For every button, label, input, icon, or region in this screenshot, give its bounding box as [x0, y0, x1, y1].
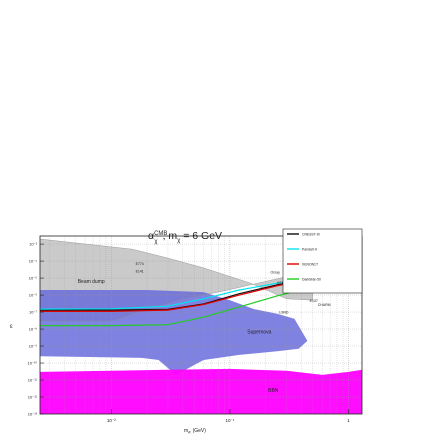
chart-title: αCMB χ, mχ = 6 GeV — [148, 230, 222, 245]
annotation-bbn: BBN — [268, 388, 279, 394]
region-bbn — [40, 368, 362, 414]
title-alpha: α — [148, 230, 154, 242]
annotation-kek: KEK — [277, 281, 285, 285]
annotation-lsnd: LSND — [279, 311, 289, 315]
legend-label: DarkSide-50 — [302, 277, 321, 281]
y-tick-label: 10⁻⁷ — [29, 310, 38, 315]
title-mass: , m — [163, 230, 178, 242]
x-tick-label: 1 — [347, 418, 350, 423]
x-tick-label: 10⁻¹ — [225, 418, 234, 423]
annotation-beam-dump: Beam dump — [78, 279, 105, 285]
annotation-e137: E137 — [310, 299, 318, 303]
legend-box — [282, 228, 363, 294]
y-axis-label: ε — [10, 324, 13, 330]
annotation-supernova: Supernova — [247, 329, 271, 335]
title-value: = 6 GeV — [180, 230, 222, 242]
y-tick-label: 10⁻⁴ — [29, 259, 38, 264]
y-tick-label: 10⁻⁹ — [29, 344, 38, 349]
annotation-e141: E141 — [136, 269, 144, 273]
title-subscript: χ — [154, 239, 158, 245]
annotation-charm: CHARM — [318, 303, 331, 307]
legend: CRESST-III PandaX-II XENON1T DarkSide-50 — [282, 228, 363, 294]
legend-label: XENON1T — [302, 262, 318, 266]
y-tick-label: 10⁻⁸ — [29, 327, 38, 332]
y-tick-label: 10⁻¹⁰ — [28, 361, 38, 366]
y-tick-label: 10⁻³ — [29, 242, 38, 247]
legend-label: CRESST-III — [302, 232, 320, 236]
x-axis-label: mA' (GeV) — [184, 428, 206, 435]
title-mass-subscript: χ — [177, 238, 181, 244]
y-tick-label: 10⁻¹² — [28, 395, 38, 400]
y-tick-label: 10⁻¹¹ — [28, 378, 38, 383]
legend-label: PandaX-II — [302, 247, 317, 251]
y-tick-label: 10⁻⁵ — [29, 276, 38, 281]
x-tick-label: 10⁻² — [107, 418, 116, 423]
x-axis-label-sub: A' — [188, 431, 191, 435]
annotation-orsay: Orsay — [271, 271, 281, 275]
y-tick-label: 10⁻¹³ — [28, 412, 38, 417]
title-superscript: CMB — [154, 231, 167, 237]
axes: 10⁻² 10⁻¹ 1 10⁻³ 10⁻⁴ 10⁻⁵ 10⁻⁶ 10⁻⁷ 10⁻⁸ 10⁻⁹ 10⁻… — [28, 242, 351, 423]
annotation-e774: E774 — [136, 262, 144, 266]
x-axis-label-main: m — [184, 428, 188, 434]
y-tick-label: 10⁻⁶ — [29, 293, 38, 298]
x-axis-label-unit: (GeV) — [191, 428, 206, 434]
plot-frame — [39, 235, 363, 415]
